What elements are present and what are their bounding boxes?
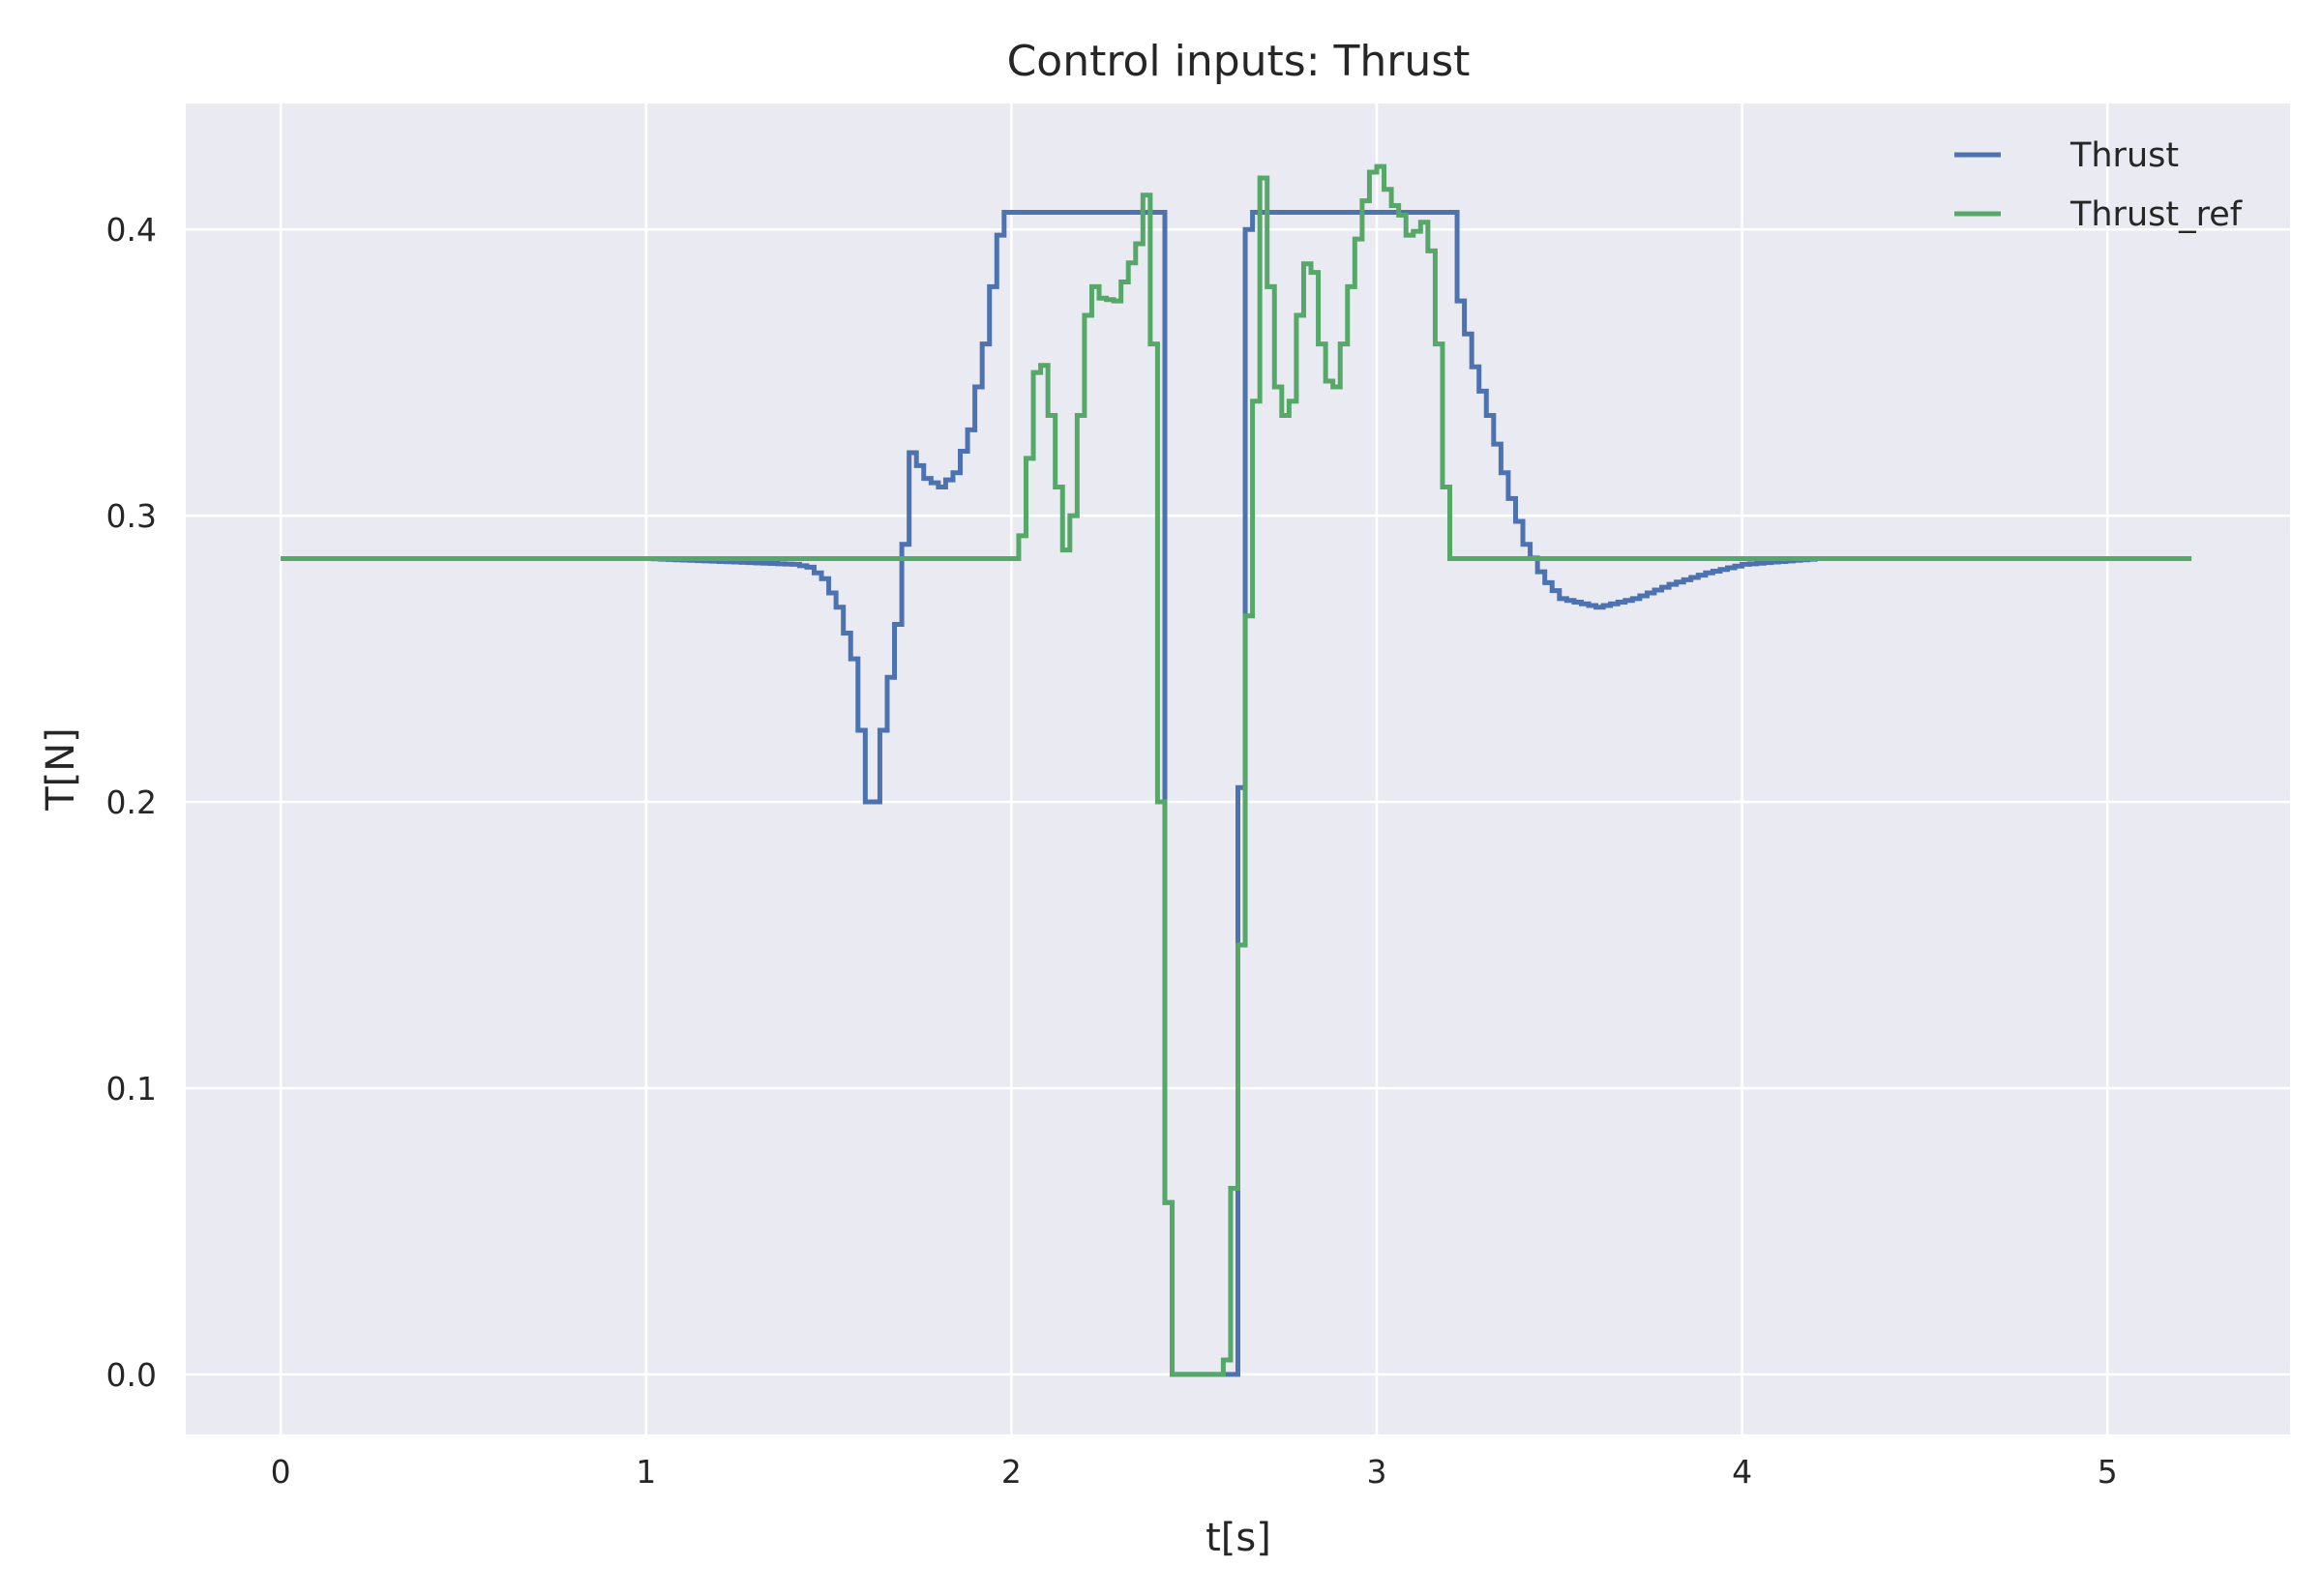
y-tick-label: 0.1 bbox=[106, 1070, 157, 1108]
x-tick-label: 5 bbox=[2098, 1453, 2118, 1491]
x-tick-label: 0 bbox=[271, 1453, 291, 1491]
series-line-thrust-ref bbox=[281, 163, 2192, 1377]
tick-labels: 0 1 2 3 4 5 0.0 0.1 0.2 0.3 0.4 bbox=[106, 211, 2118, 1491]
x-tick-label: 1 bbox=[636, 1453, 656, 1491]
x-axis-label: t[s] bbox=[1206, 1516, 1271, 1560]
legend-label-thrust: Thrust bbox=[2069, 136, 2179, 175]
y-tick-label: 0.2 bbox=[106, 783, 157, 821]
y-tick-label: 0.3 bbox=[106, 497, 157, 535]
y-tick-label: 0.4 bbox=[106, 211, 157, 249]
chart-title: Control inputs: Thrust bbox=[1007, 37, 1471, 86]
x-tick-label: 2 bbox=[1001, 1453, 1022, 1491]
y-tick-label: 0.0 bbox=[106, 1356, 157, 1394]
legend: Thrust Thrust_ref bbox=[1954, 136, 2243, 234]
x-tick-label: 4 bbox=[1732, 1453, 1752, 1491]
series-lines bbox=[281, 163, 2192, 1377]
y-axis-label: T[N] bbox=[39, 727, 83, 812]
legend-label-thrust-ref: Thrust_ref bbox=[2069, 195, 2243, 234]
x-tick-label: 3 bbox=[1366, 1453, 1386, 1491]
